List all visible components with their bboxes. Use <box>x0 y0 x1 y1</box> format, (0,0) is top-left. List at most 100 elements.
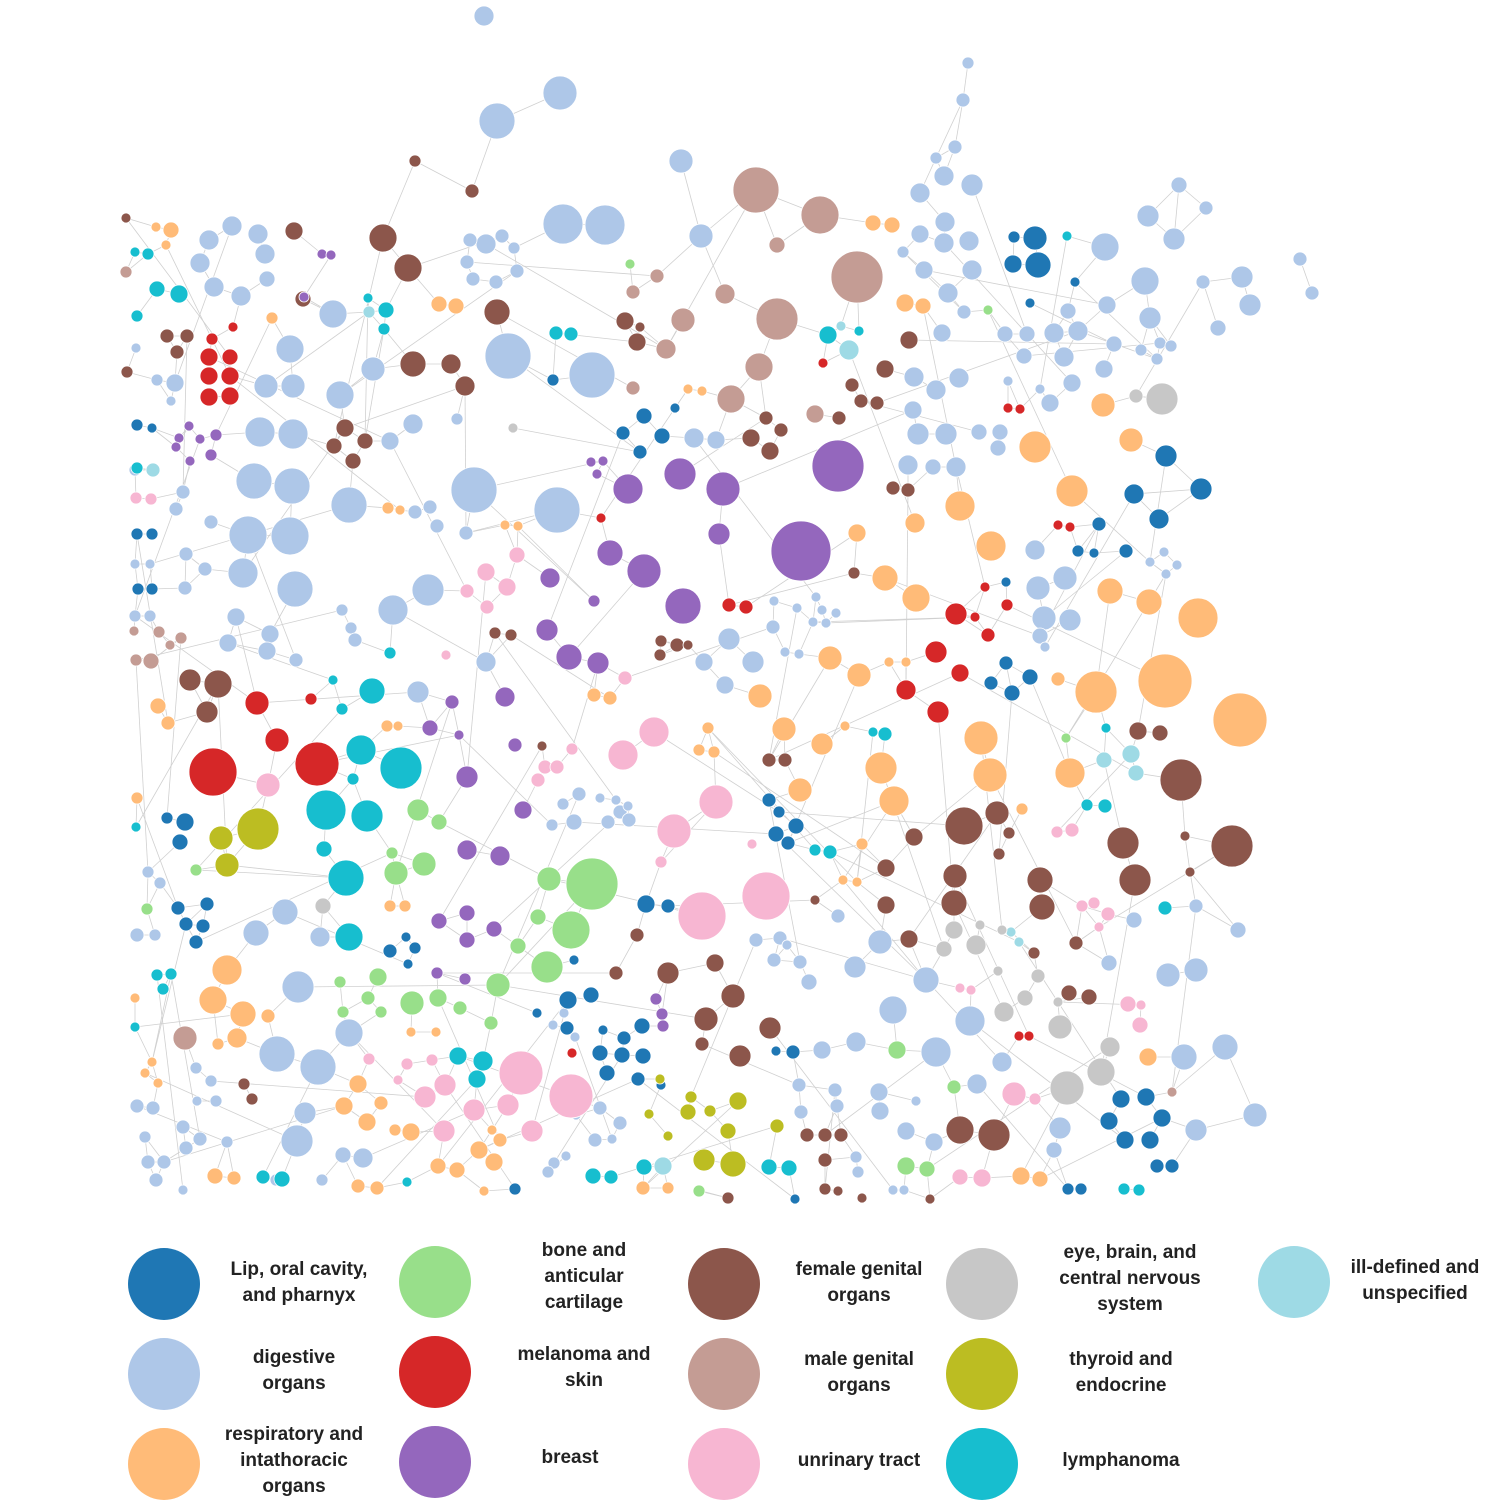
node-female <box>653 648 667 662</box>
node-melanoma <box>895 679 917 701</box>
node-lymph <box>130 821 142 833</box>
node-digestive <box>1162 227 1186 251</box>
node-breast <box>507 737 523 753</box>
node-lip <box>1074 1182 1088 1196</box>
node-female <box>977 1118 1011 1152</box>
legend-swatch-ill <box>1258 1246 1330 1318</box>
node-respiratory <box>152 1077 164 1089</box>
node-digestive <box>1130 266 1160 296</box>
node-digestive <box>1155 962 1181 988</box>
node-thyroid <box>208 825 234 851</box>
node-breast <box>485 920 503 938</box>
node-digestive <box>130 342 142 354</box>
node-male <box>625 380 641 396</box>
node-breast <box>513 800 533 820</box>
node-male <box>805 404 825 424</box>
node-digestive <box>1238 293 1262 317</box>
node-lip <box>1069 276 1081 288</box>
node-digestive <box>812 1040 832 1060</box>
node-urinary <box>1131 1016 1149 1034</box>
node-breast <box>325 249 337 261</box>
node-female <box>629 927 645 943</box>
node-digestive <box>933 232 955 254</box>
node-digestive <box>717 627 741 651</box>
node-digestive <box>475 233 497 255</box>
node-urinary <box>1100 906 1116 922</box>
node-digestive <box>820 617 832 629</box>
network-edge <box>437 997 501 1141</box>
node-lip <box>1088 547 1100 559</box>
node-bone <box>918 1160 936 1178</box>
node-digestive <box>1048 1116 1072 1140</box>
node-digestive <box>1136 204 1160 228</box>
legend-label-respiratory: respiratory and intathoracic organs <box>224 1424 364 1497</box>
node-female <box>899 330 919 350</box>
node-lip <box>636 894 656 914</box>
node-digestive <box>683 427 705 449</box>
node-digestive <box>230 285 252 307</box>
node-digestive <box>168 501 184 517</box>
node-thyroid <box>692 1148 716 1172</box>
node-lip <box>998 655 1014 671</box>
node-female <box>408 154 422 168</box>
network-edge <box>458 734 553 826</box>
node-digestive <box>429 518 445 534</box>
node-respiratory <box>810 732 834 756</box>
node-urinary <box>413 1085 437 1109</box>
node-thyroid <box>684 1090 698 1104</box>
node-female <box>669 637 685 653</box>
node-digestive <box>422 499 438 515</box>
node-female <box>1184 866 1196 878</box>
node-lip <box>199 896 215 912</box>
node-female <box>536 740 548 752</box>
node-male <box>172 1025 198 1051</box>
legend-swatch-urinary <box>688 1428 760 1500</box>
node-female <box>728 1044 752 1068</box>
network-edge <box>376 1078 478 1189</box>
node-female <box>1027 946 1041 960</box>
node-bone <box>1060 732 1072 744</box>
node-digestive <box>830 908 846 924</box>
node-digestive <box>191 1095 203 1107</box>
node-bone <box>624 258 636 270</box>
node-digestive <box>622 800 634 812</box>
node-urinary <box>654 855 668 869</box>
node-digestive <box>1198 200 1214 216</box>
network-edge <box>902 251 965 313</box>
node-respiratory <box>150 221 162 233</box>
legend-swatch-lymph <box>946 1428 1018 1500</box>
node-digestive <box>1170 1043 1198 1071</box>
node-female <box>758 410 774 426</box>
network-edge <box>1184 835 1191 873</box>
node-urinary <box>1135 999 1147 1011</box>
node-female <box>1128 721 1148 741</box>
node-bone <box>551 910 591 950</box>
node-male <box>716 384 746 414</box>
network-edge <box>955 466 986 588</box>
node-digestive <box>610 794 622 806</box>
node-digestive <box>175 484 191 500</box>
node-digestive <box>810 591 822 603</box>
node-respiratory <box>478 1185 490 1197</box>
node-digestive <box>1170 176 1188 194</box>
legend-label-female: female genital organs <box>795 1259 923 1306</box>
node-bone <box>383 860 409 886</box>
node-female <box>818 1182 832 1196</box>
node-female <box>741 428 761 448</box>
node-respiratory <box>206 1167 224 1185</box>
node-lymph <box>273 1170 291 1188</box>
node-male <box>1166 1086 1178 1098</box>
network-edge <box>574 1036 613 1140</box>
node-female <box>844 377 860 393</box>
node-male <box>128 625 140 637</box>
node-digestive <box>462 232 478 248</box>
node-digestive <box>129 558 141 570</box>
node-lip <box>634 1047 652 1065</box>
node-digestive <box>1034 383 1046 395</box>
node-digestive <box>258 270 276 288</box>
node-respiratory <box>586 687 602 703</box>
node-melanoma <box>220 386 240 406</box>
node-eye <box>974 919 986 931</box>
node-digestive <box>203 514 219 530</box>
node-lip <box>780 835 796 851</box>
